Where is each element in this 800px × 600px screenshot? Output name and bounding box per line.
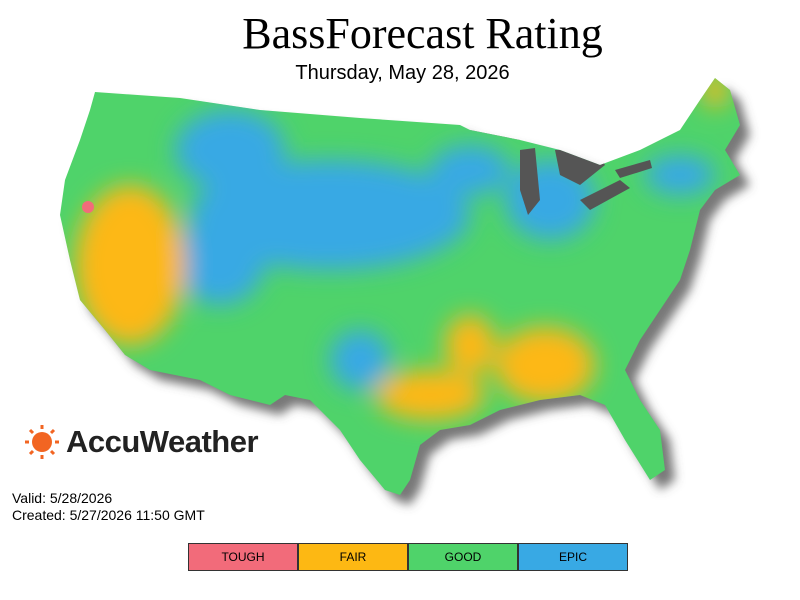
accuweather-logo	[25, 425, 59, 459]
valid-date: Valid: 5/28/2026	[12, 490, 113, 506]
legend-item: GOOD	[409, 544, 519, 570]
legend-item: TOUGH	[189, 544, 299, 570]
brand: AccuWeather	[66, 424, 259, 459]
legend-item: FAIR	[299, 544, 409, 570]
created-date: Created: 5/27/2026 11:50 GMT	[12, 507, 205, 523]
legend: TOUGH FAIR GOOD EPIC	[188, 543, 628, 571]
subtitle: Thursday, May 28, 2026	[295, 62, 510, 84]
title: BassForecast Rating	[242, 9, 603, 58]
legend-item: EPIC	[519, 544, 627, 570]
